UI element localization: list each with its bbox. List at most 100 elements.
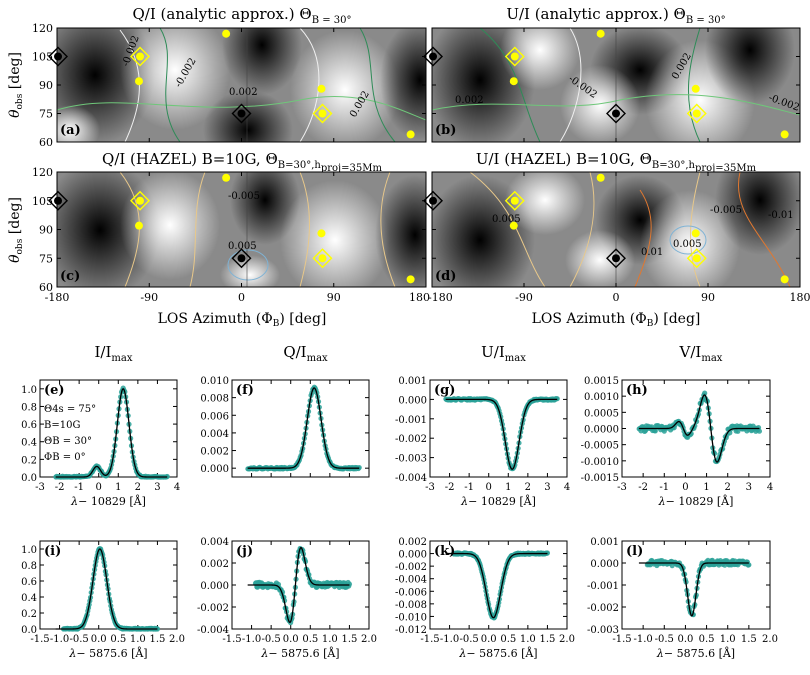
contour-label: -0.01 bbox=[768, 210, 794, 221]
ytick-label: 0.6 bbox=[21, 420, 37, 431]
ytick-label: -0.010 bbox=[395, 612, 427, 623]
xtick-label: 1 bbox=[703, 482, 709, 493]
ytick-label: 0.8 bbox=[21, 561, 37, 572]
map-panel-b: -0.002 0.002 0.002 -0.002 (b) bbox=[423, 27, 801, 143]
ytick-label: 0.000 bbox=[200, 464, 229, 475]
xtick-label: -1 bbox=[464, 482, 474, 493]
plot-area bbox=[39, 379, 178, 478]
xtick-label: -1.0 bbox=[242, 634, 261, 645]
model-line bbox=[638, 562, 749, 617]
ytick-label: -0.004 bbox=[197, 625, 229, 636]
dot-marker bbox=[136, 196, 145, 205]
diamond-marker bbox=[504, 46, 525, 67]
xlabel: λ− 10829 [Å] bbox=[70, 494, 146, 508]
contour-label: 0.002 bbox=[455, 95, 484, 106]
contour-label: 0.005 bbox=[228, 241, 257, 252]
map-markers-d bbox=[423, 173, 789, 284]
ytick-label: -0.004 bbox=[395, 473, 427, 484]
xtick-label: 4 bbox=[564, 482, 570, 493]
xtick-label: 0 bbox=[96, 482, 102, 493]
diamond-marker bbox=[423, 190, 444, 211]
xtick-label: 3 bbox=[544, 482, 550, 493]
xtick-label: -1.0 bbox=[440, 634, 459, 645]
data-point bbox=[554, 396, 560, 402]
ytick-label: -0.006 bbox=[395, 587, 427, 598]
ytick-label: 1.0 bbox=[21, 385, 37, 396]
model-line bbox=[55, 388, 168, 478]
diamond-marker bbox=[686, 248, 707, 269]
panel-label: (i) bbox=[44, 544, 61, 559]
annotation: ΦB = 0° bbox=[44, 452, 86, 463]
diamond-marker bbox=[686, 103, 707, 124]
ytick-label: 0.000 bbox=[398, 550, 427, 561]
ytick-label: 0.6 bbox=[21, 577, 37, 588]
xtick-label: 0.0 bbox=[677, 634, 693, 645]
dot-marker bbox=[780, 275, 789, 284]
map-xlabel-left: LOS Azimuth (ΦB) [deg] bbox=[158, 311, 327, 329]
profile-title: V/Imax bbox=[679, 343, 723, 364]
map-xtick-label: 0 bbox=[238, 291, 245, 304]
dot-marker bbox=[237, 254, 246, 263]
dot-marker bbox=[510, 196, 519, 205]
xtick-label: 1 bbox=[115, 482, 121, 493]
ytick-label: -0.003 bbox=[587, 625, 619, 636]
xtick-label: 0.5 bbox=[699, 634, 715, 645]
xtick-label: -2 bbox=[445, 482, 455, 493]
plot-area bbox=[621, 540, 771, 630]
dot-marker bbox=[692, 109, 701, 118]
xtick-label: 0 bbox=[486, 482, 492, 493]
map-panel-c: -0.005 0.005 (c) bbox=[48, 171, 427, 288]
dot-marker bbox=[510, 52, 519, 61]
map-ytick-label: 60 bbox=[39, 281, 53, 294]
diamond-marker bbox=[423, 46, 444, 67]
xtick-label: -3 bbox=[35, 482, 45, 493]
ytick-label: -0.001 bbox=[395, 415, 427, 426]
xlabel: λ− 5875.6 [Å] bbox=[68, 646, 147, 660]
xtick-label: 2.0 bbox=[169, 634, 185, 645]
xtick-label: -1.5 bbox=[222, 634, 241, 645]
dot-marker bbox=[780, 130, 789, 139]
dot-marker bbox=[509, 77, 518, 86]
dot-marker bbox=[135, 77, 143, 86]
map-ylabel-bottom: θobs [deg] bbox=[7, 197, 25, 263]
xtick-label: 1.5 bbox=[341, 634, 357, 645]
panel-label: (j) bbox=[236, 544, 253, 559]
contour-label: -0.005 bbox=[710, 205, 742, 216]
ytick-label: -0.0005 bbox=[581, 441, 619, 452]
map-ytick-label: 75 bbox=[39, 108, 53, 121]
diamond-marker bbox=[130, 190, 151, 211]
ytick-label: 0.2 bbox=[21, 609, 37, 620]
contour-label: 0.01 bbox=[641, 247, 663, 258]
panel-label: (f) bbox=[236, 383, 254, 398]
ytick-label: 0.0 bbox=[21, 473, 37, 484]
diamond-marker bbox=[606, 103, 626, 124]
xtick-label: 1.0 bbox=[720, 634, 736, 645]
xtick-label: 2.0 bbox=[762, 634, 778, 645]
map-ytick-label: 90 bbox=[39, 79, 53, 92]
dot-marker bbox=[237, 109, 246, 118]
map-markers-b bbox=[423, 29, 789, 139]
xtick-label: -1.0 bbox=[50, 634, 69, 645]
diamond-marker bbox=[606, 248, 626, 269]
xtick-label: 1.5 bbox=[149, 634, 165, 645]
map-xtick-label: -90 bbox=[140, 291, 158, 304]
xtick-label: -0.5 bbox=[69, 634, 88, 645]
model-line bbox=[638, 394, 760, 463]
ytick-label: 0.010 bbox=[200, 376, 229, 387]
dot-marker bbox=[222, 173, 231, 182]
ytick-label: 0.004 bbox=[200, 537, 229, 548]
model-line bbox=[55, 548, 158, 630]
ytick-label: -0.0010 bbox=[581, 457, 619, 468]
xtick-label: -1.5 bbox=[30, 634, 49, 645]
annotation: ΘB = 30° bbox=[44, 436, 92, 447]
ytick-label: 0.0010 bbox=[584, 392, 619, 403]
contour-label: 0.005 bbox=[673, 239, 702, 250]
profile-title: Q/Imax bbox=[283, 343, 328, 364]
profile-panel-g: U/Imax 0.001 0.000 -0.001 -0.002 -0.003 -0.004… bbox=[395, 343, 570, 508]
annotation: Θ4s = 75° bbox=[44, 404, 96, 415]
ytick-label: -0.002 bbox=[395, 562, 427, 573]
xtick-label: 2 bbox=[525, 482, 531, 493]
profile-panel-e: I/Imax 0.0 0.2 0.4 0.6 0.8 1.0 -3 -2 -1 0 1 2 3 4 λ− 10… bbox=[21, 343, 180, 508]
